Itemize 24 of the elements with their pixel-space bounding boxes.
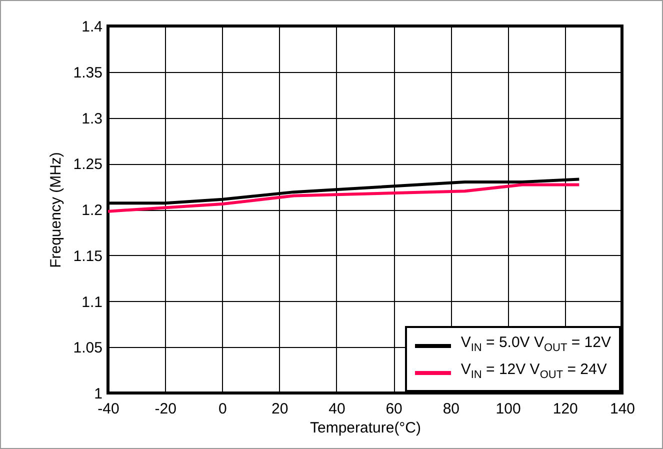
y-axis-title: Frequency (MHz) [47,152,64,268]
x-tick-label: 20 [271,400,288,418]
legend-label: V$_{IN}$ = 12V V$_{OUT}$ = 24V [460,360,607,383]
x-tick-label: 140 [610,400,636,418]
legend-label: V$_{IN}$ = 5.0V V$_{OUT}$ = 12V [460,333,611,356]
y-tick-label: 1.2 [82,202,102,219]
line-series [108,183,581,213]
x-axis-title: Temperature(°C) [310,420,422,436]
y-tick-label: 1.25 [73,156,102,174]
x-tick-label: -20 [154,400,176,418]
y-tick-label: 1.15 [73,248,102,265]
x-tick-label: 0 [218,400,227,418]
y-tick-label: 1.3 [82,110,102,128]
x-tick-label: -40 [98,400,120,418]
y-tick-label: 1.35 [73,64,102,82]
y-tick-label: 1.05 [73,340,102,357]
x-tick-label: 40 [328,400,346,418]
x-tick-label: 120 [552,400,578,418]
x-tick-label: 100 [496,400,521,418]
x-tick-label: 80 [442,400,460,418]
y-tick-label: 1 [94,386,102,402]
x-tick-label: 60 [386,400,402,418]
y-tick-label: 1.4 [82,18,102,36]
y-tick-label: 1.1 [82,294,102,311]
